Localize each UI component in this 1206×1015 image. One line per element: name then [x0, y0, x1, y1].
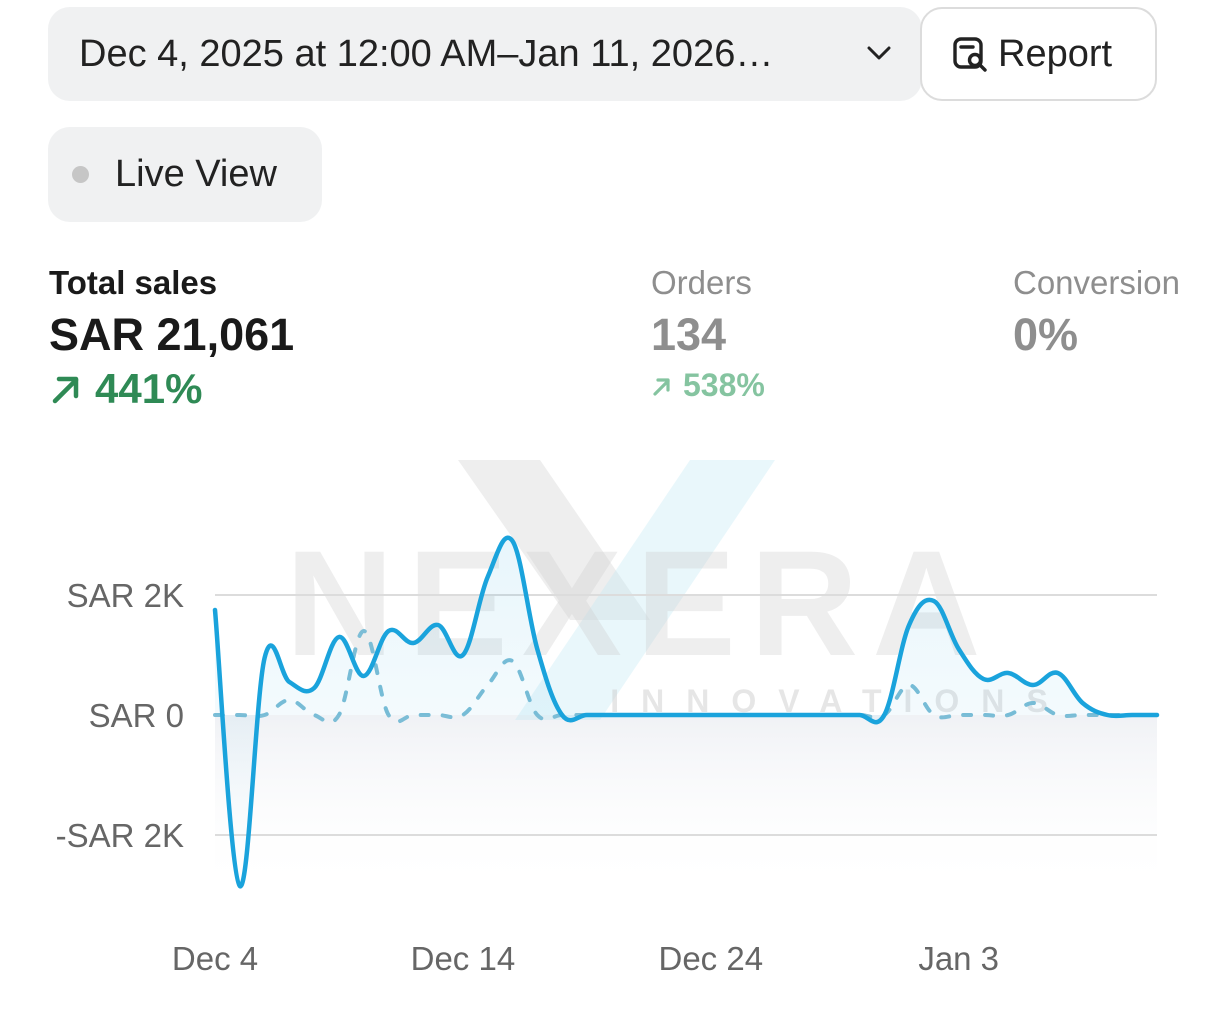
arrow-up-right-icon [653, 377, 670, 396]
orders-metric[interactable]: Orders 134 538% [651, 263, 765, 404]
conversion-metric[interactable]: Conversion 0% [1013, 263, 1206, 363]
live-status-dot-icon [72, 166, 89, 183]
orders-label: Orders [651, 264, 752, 301]
report-button[interactable]: Report [920, 7, 1157, 101]
x-tick-label: Jan 3 [918, 940, 999, 977]
total-sales-label: Total sales [49, 264, 218, 301]
date-range-selector[interactable]: Dec 4, 2025 at 12:00 AM–Jan 11, 2026… [48, 7, 922, 101]
x-tick-label: Dec 14 [411, 940, 516, 977]
report-search-icon [953, 37, 987, 72]
live-view-label: Live View [115, 153, 277, 195]
total-sales-value: SAR 21,061 [49, 309, 295, 360]
y-tick-label: SAR 2K [67, 577, 184, 614]
y-tick-label: SAR 0 [89, 697, 184, 734]
x-tick-label: Dec 4 [172, 940, 258, 977]
date-range-label: Dec 4, 2025 at 12:00 AM–Jan 11, 2026… [79, 32, 774, 75]
conversion-value: 0% [1013, 309, 1079, 360]
orders-change: 538% [651, 367, 765, 404]
y-tick-label: -SAR 2K [56, 817, 184, 854]
live-view-button[interactable]: Live View [48, 127, 322, 222]
total-sales-change: 441% [49, 365, 294, 413]
total-sales-metric[interactable]: Total sales SAR 21,061 441% [49, 263, 294, 413]
current-series-line [212, 535, 1160, 889]
x-tick-label: Dec 24 [659, 940, 764, 977]
report-label: Report [998, 32, 1113, 75]
current-series-area [215, 537, 1157, 887]
arrow-up-right-icon [52, 376, 79, 404]
total-sales-change-value: 441% [95, 365, 203, 412]
orders-value: 134 [651, 309, 727, 360]
orders-change-value: 538% [683, 367, 765, 403]
conversion-label: Conversion [1013, 264, 1180, 301]
chevron-down-icon [867, 46, 891, 60]
